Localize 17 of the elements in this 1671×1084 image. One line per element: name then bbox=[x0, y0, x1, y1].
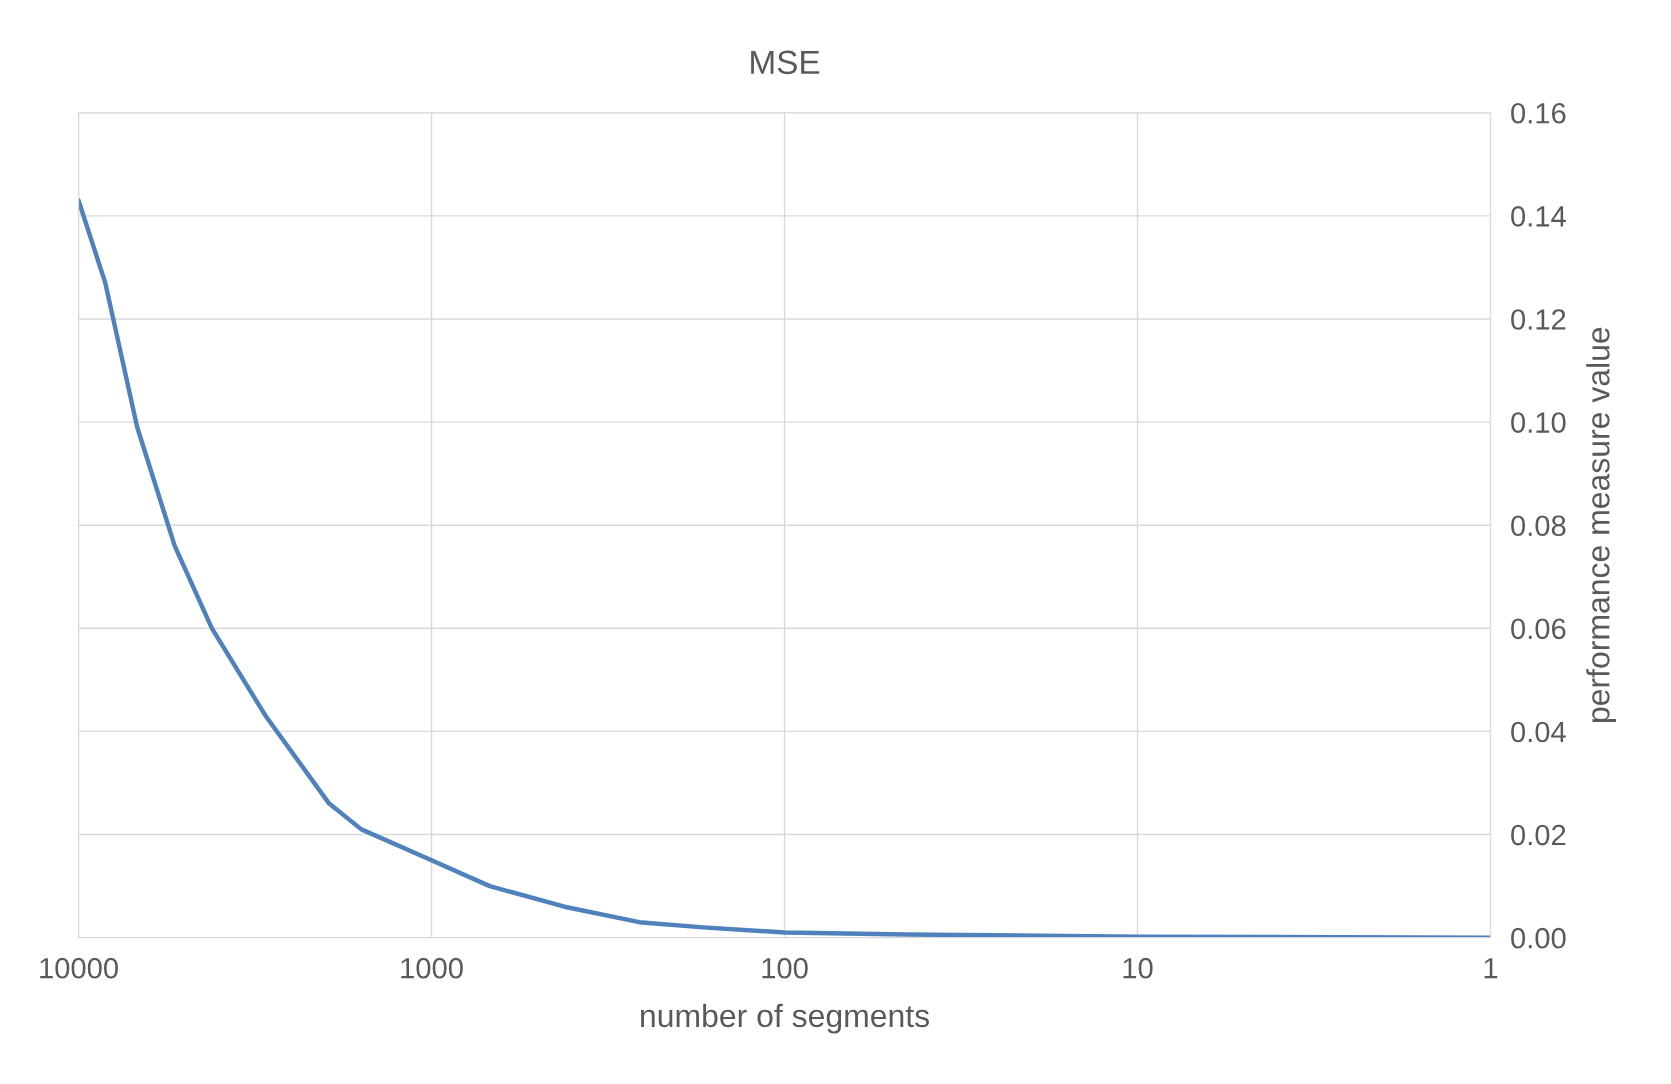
y2-tick-label: 0.08 bbox=[1511, 515, 1566, 537]
y2-tick-label: 0.14 bbox=[1511, 206, 1566, 227]
y2-tick-label: 0.02 bbox=[1511, 824, 1566, 846]
chart-title: MSE bbox=[751, 50, 820, 75]
x-tick-label: 1000 bbox=[401, 957, 463, 979]
y2-tick-label: 0.04 bbox=[1511, 721, 1566, 743]
x-tick-label: 10 bbox=[1123, 957, 1153, 979]
y2-tick-label: 0.10 bbox=[1511, 412, 1566, 433]
x-tick-label: 100 bbox=[762, 957, 808, 979]
y2-tick-label: 0.16 bbox=[1511, 102, 1566, 124]
y2-axis-title: performance measure value bbox=[1586, 327, 1616, 722]
x-tick-label: 10000 bbox=[40, 957, 118, 979]
y2-tick-label: 0.12 bbox=[1511, 309, 1566, 330]
x-axis-title: number of segments bbox=[641, 1003, 929, 1034]
y2-tick-label: 0.06 bbox=[1511, 618, 1566, 640]
x-tick-label: 1 bbox=[1484, 958, 1498, 979]
y2-tick-label: 0.00 bbox=[1511, 927, 1566, 949]
